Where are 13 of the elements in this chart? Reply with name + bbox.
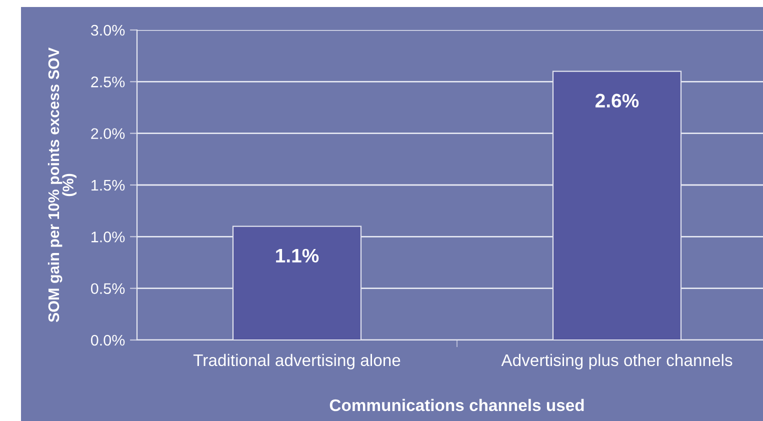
y-tick-label: 0.0% (90, 334, 125, 346)
y-tick-label: 2.0% (91, 128, 125, 140)
data-label: 2.6% (596, 94, 639, 108)
y-tick-label: 1.5% (92, 180, 125, 191)
data-label: 1.1% (276, 248, 319, 263)
x-axis-title: Communications channels used (330, 398, 584, 412)
y-tick-label: 2.5% (91, 76, 125, 88)
x-tick-label: Advertising plus other channels (501, 354, 732, 370)
x-tick-label: Traditional advertising alone (193, 354, 400, 370)
y-tick-label: 1.0% (92, 232, 125, 242)
y-tick-label: 3.0% (90, 24, 125, 36)
y-axis-title: SOM gain per 10% points excess SOV (%) (48, 48, 76, 322)
y-tick-label: 0.5% (90, 283, 125, 294)
